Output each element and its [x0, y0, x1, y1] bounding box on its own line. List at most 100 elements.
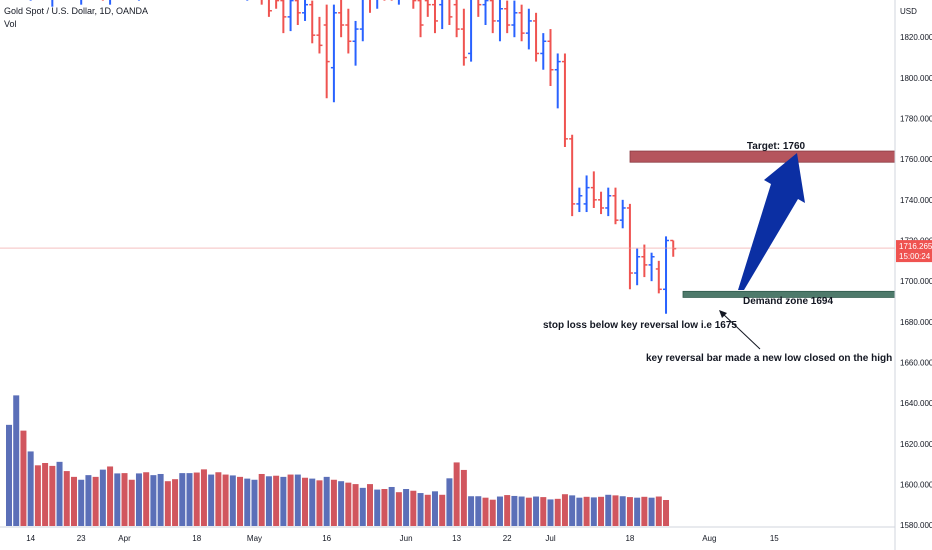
- volume-bar: [590, 497, 597, 526]
- ohlc-bar: [369, 0, 371, 13]
- volume-bar: [648, 497, 655, 526]
- last-price-value: 1716.265: [899, 242, 932, 251]
- volume-bar: [56, 461, 63, 526]
- price-tick-label: 1640.000: [900, 399, 932, 408]
- ohlc-bar: [260, 0, 263, 5]
- target-label: Target: 1760: [747, 141, 806, 152]
- ohlc-bar: [80, 0, 83, 5]
- volume-bar: [655, 496, 662, 526]
- ohlc-bar: [267, 0, 272, 17]
- volume-bar: [525, 497, 532, 526]
- volume-bar: [135, 473, 142, 526]
- volume-bar: [78, 479, 85, 526]
- price-tick-label: 1600.000: [900, 480, 932, 489]
- time-tick-label: Jul: [545, 534, 555, 543]
- volume-bar: [251, 479, 258, 526]
- ohlc-bar: [397, 0, 400, 5]
- ohlc-bar: [359, 0, 364, 42]
- ohlc-bar: [663, 236, 670, 314]
- price-axis[interactable]: USD 1580.000 1600.000 1620.000 1640.000 1660.…: [894, 0, 932, 550]
- volume-bar: [410, 490, 417, 526]
- volume-bar: [49, 465, 56, 526]
- price-tick-label: 1660.000: [900, 358, 932, 367]
- volume-bar: [403, 489, 410, 526]
- key-reversal-label: key reversal bar made a new low closed o…: [646, 353, 892, 364]
- ohlc-bar: [309, 0, 316, 44]
- ohlc-bar: [294, 0, 301, 26]
- ohlc-bar: [468, 0, 473, 62]
- ohlc-bar: [619, 199, 626, 229]
- last-price-tag: [896, 240, 932, 263]
- volume-bar: [453, 462, 460, 526]
- ohlc-bar: [345, 8, 352, 54]
- pointer-arrowhead: [719, 310, 727, 318]
- ohlc-bar: [634, 248, 641, 286]
- volume-bar: [504, 495, 511, 526]
- ohlc-bar: [302, 0, 309, 21]
- volume-bar: [395, 492, 402, 526]
- price-tick-label: 1780.000: [900, 115, 932, 124]
- ohlc-bar: [439, 0, 444, 30]
- ohlc-bars: [0, 0, 895, 314]
- ohlc-bar: [101, 0, 104, 1]
- ohlc-bar: [246, 0, 249, 1]
- ohlc-bar: [605, 187, 612, 217]
- volume-bar: [605, 494, 612, 526]
- ohlc-bar: [554, 53, 561, 109]
- volume-bar: [143, 472, 150, 526]
- ohlc-bar: [460, 8, 467, 66]
- ohlc-bar: [29, 0, 32, 1]
- volume-bar: [619, 496, 626, 526]
- volume-bar: [569, 495, 576, 526]
- volume-bar: [576, 497, 583, 526]
- volume-bar: [583, 496, 590, 526]
- ohlc-bar: [576, 187, 583, 213]
- time-tick-label: 23: [77, 534, 86, 543]
- time-axis[interactable]: 14 23 Apr 18 May 16 Jun 13 22 Jul 18 Aug 15: [0, 526, 895, 543]
- volume-bar: [352, 484, 359, 526]
- volume-bar: [634, 497, 641, 526]
- time-tick-label: May: [247, 534, 262, 543]
- volume-bar: [323, 476, 330, 526]
- volume-bar: [316, 480, 323, 526]
- ohlc-bar: [51, 0, 54, 7]
- ohlc-bar: [137, 0, 140, 1]
- volume-bar: [533, 496, 540, 526]
- volume-bar: [99, 469, 106, 526]
- annotations: Target: 1760 Demand zone 1694 stop loss be…: [543, 141, 892, 364]
- volume-bar: [193, 472, 200, 526]
- volume-bar: [27, 451, 34, 526]
- volume-bar: [641, 496, 648, 526]
- countdown-timer: 15:00:24: [899, 252, 931, 261]
- volume-bar: [280, 476, 287, 526]
- ohlc-bar: [275, 0, 280, 9]
- volume-bar: [475, 496, 482, 526]
- volume-bar: [468, 496, 475, 526]
- chart-legend-title: Gold Spot / U.S. Dollar, 1D, OANDA: [4, 6, 149, 16]
- price-tick-label: 1760.000: [900, 155, 932, 164]
- volume-bar: [302, 477, 309, 526]
- volume-bar: [496, 496, 503, 526]
- volume-legend-label: Vol: [4, 19, 17, 29]
- ohlc-bar: [280, 0, 287, 34]
- target-arrow: [738, 153, 805, 290]
- time-tick-label: 18: [192, 534, 201, 543]
- ohlc-bar: [287, 0, 294, 32]
- volume-bar: [34, 465, 41, 526]
- volume-bar: [287, 474, 294, 526]
- ohlc-bar: [376, 0, 379, 9]
- price-tick-label: 1680.000: [900, 318, 932, 327]
- ohlc-bar: [412, 0, 417, 9]
- price-tick-label: 1740.000: [900, 196, 932, 205]
- stop-loss-label: stop loss below key reversal low i.e 167…: [543, 320, 737, 331]
- volume-bar: [258, 473, 265, 526]
- time-tick-label: 16: [322, 534, 331, 543]
- ohlc-bar: [598, 191, 605, 215]
- ohlc-bar: [390, 0, 393, 1]
- ohlc-bar: [477, 0, 482, 17]
- ohlc-bar: [525, 8, 532, 50]
- ohlc-bar: [453, 0, 460, 38]
- time-tick-label: 13: [452, 534, 461, 543]
- volume-bar: [663, 499, 670, 526]
